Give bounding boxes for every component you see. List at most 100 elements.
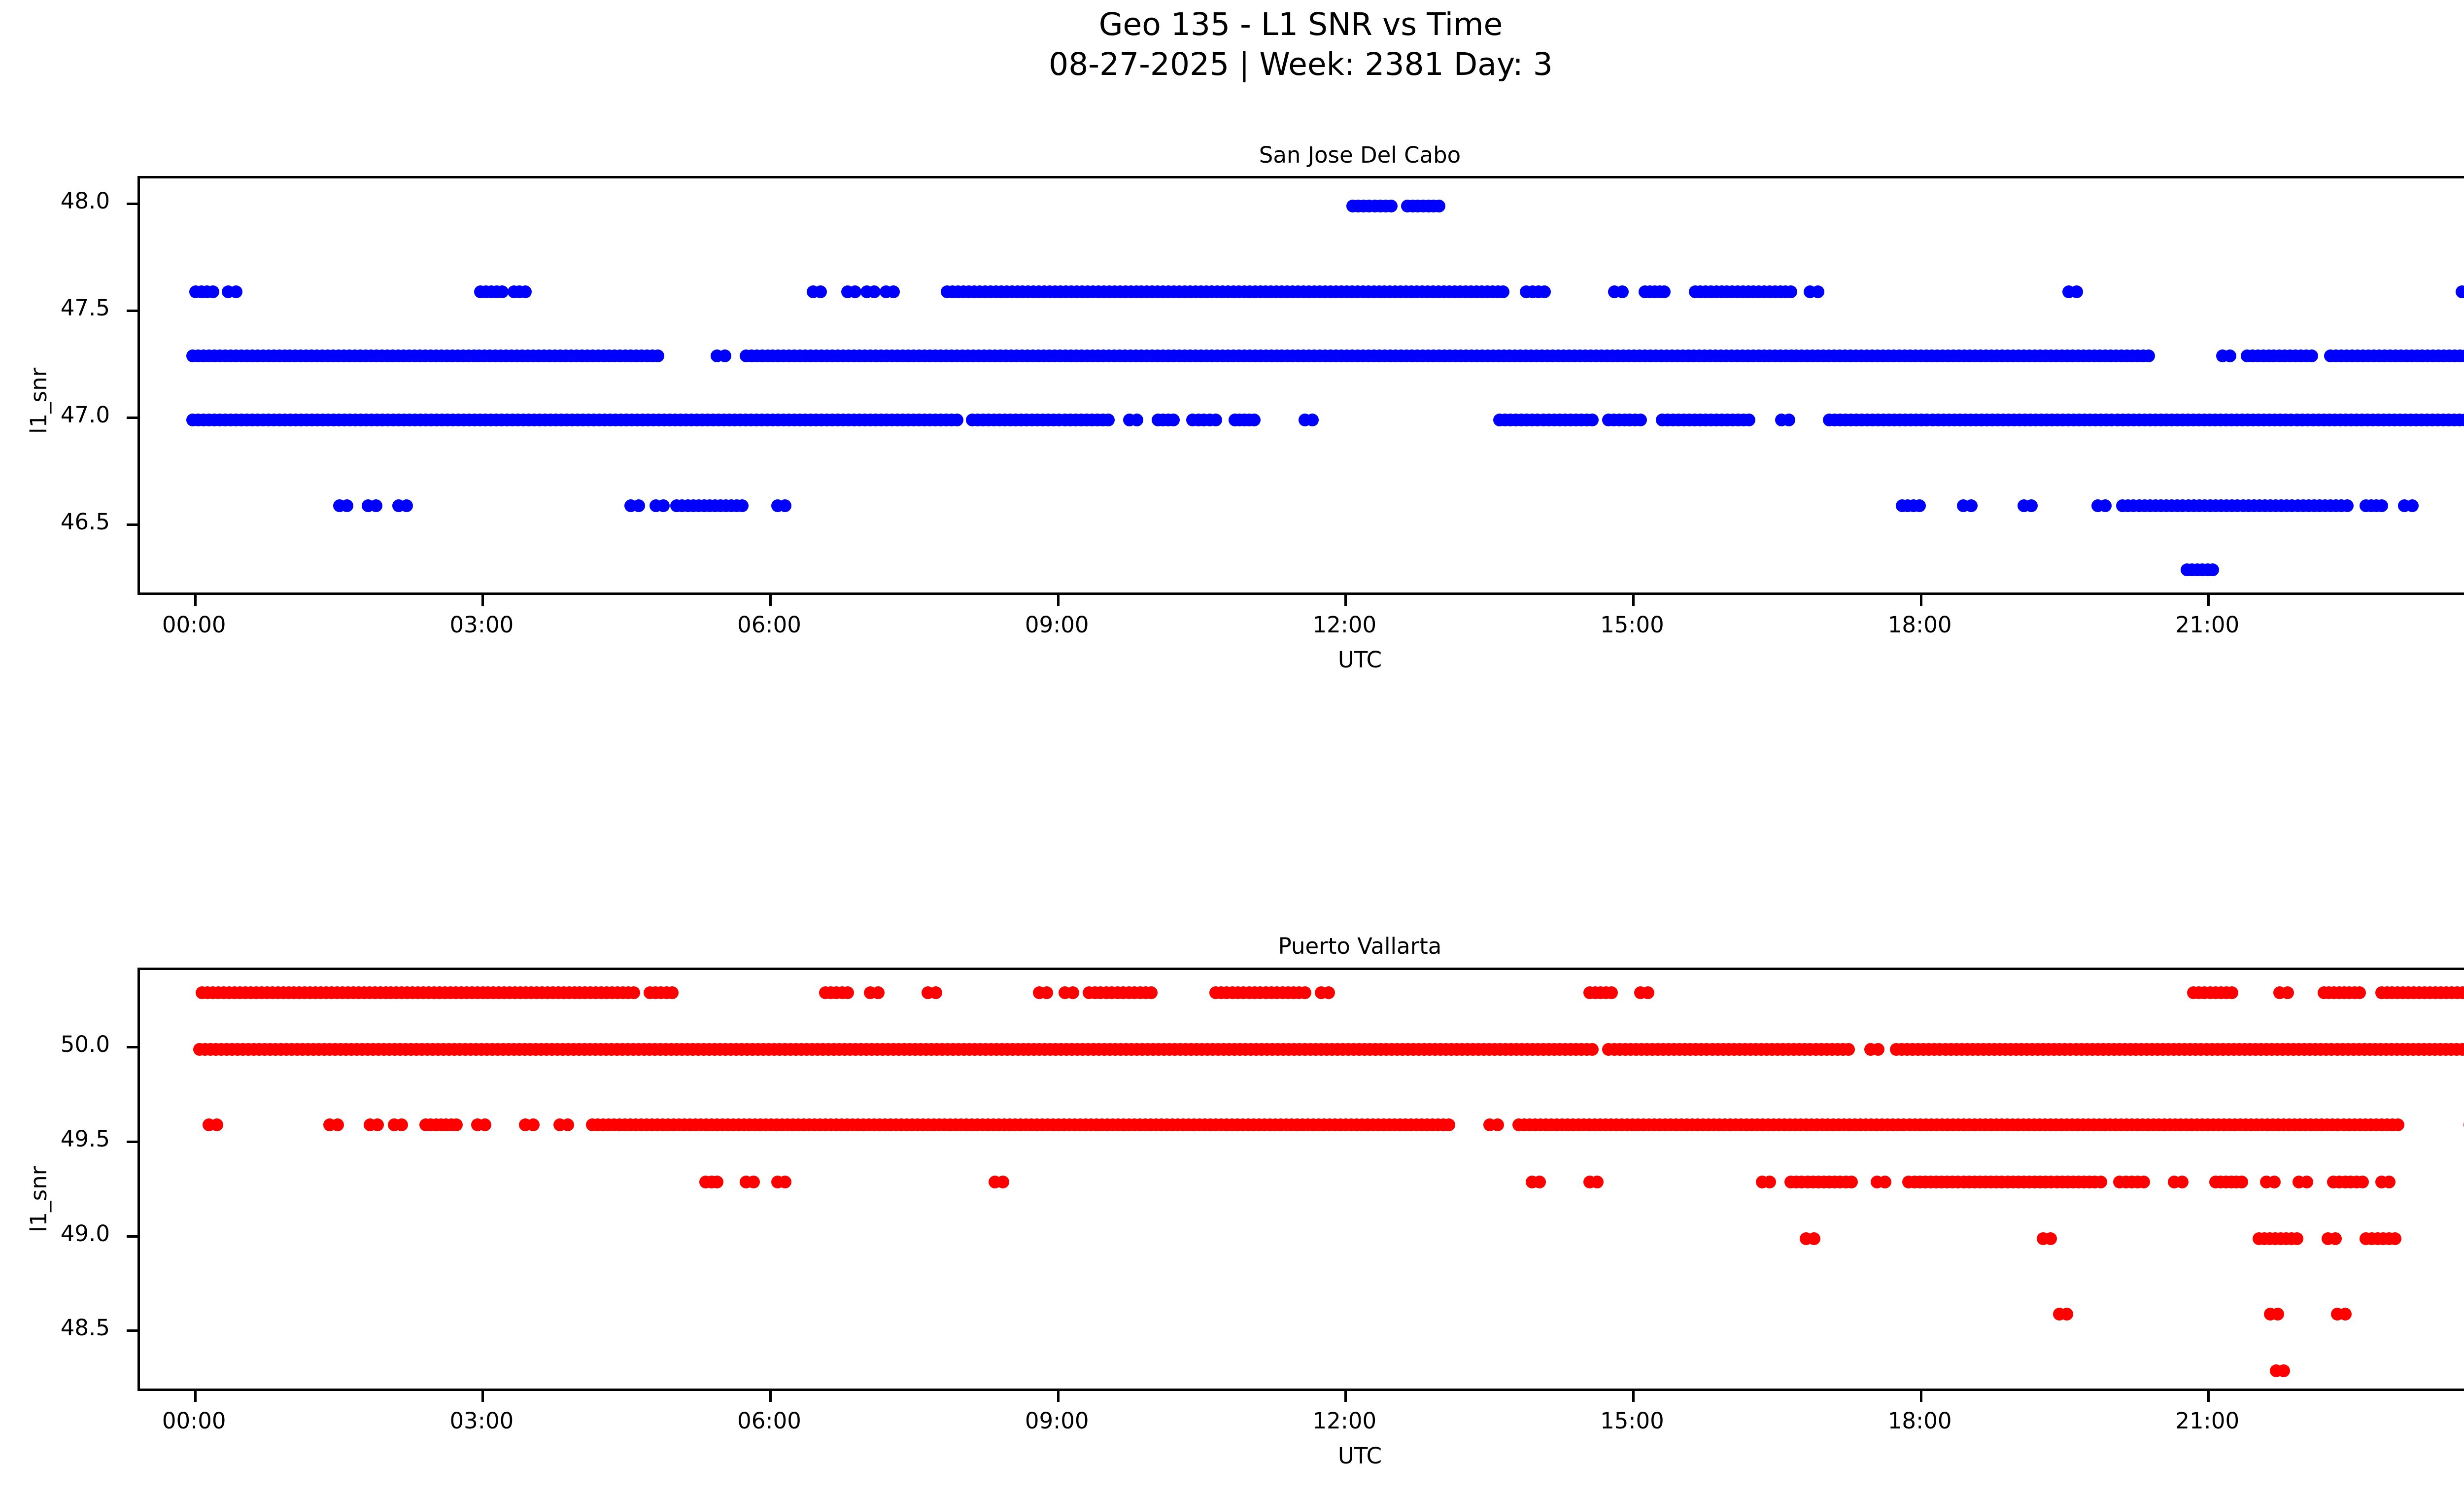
data-point xyxy=(2137,1175,2151,1188)
data-point xyxy=(2383,1175,2396,1188)
x-tick-label: 18:00 xyxy=(1887,1408,1952,1434)
data-point xyxy=(206,285,219,298)
data-point xyxy=(1586,1043,1599,1056)
data-point xyxy=(711,1175,724,1188)
data-point xyxy=(1605,986,1618,1000)
subplot-panel-1: San Jose Del Cabo l1_snr 48.0 47.5 47.0 46.… xyxy=(0,0,2464,715)
data-point xyxy=(996,1175,1009,1188)
x-tick-label: 03:00 xyxy=(449,1408,514,1434)
x-tick-label: 00:00 xyxy=(162,1408,226,1434)
data-point xyxy=(2356,1175,2369,1188)
data-point xyxy=(2225,986,2239,1000)
data-point xyxy=(747,1175,760,1188)
data-point xyxy=(450,1118,463,1132)
data-point xyxy=(1872,1043,1885,1056)
data-point xyxy=(371,1118,384,1132)
data-point xyxy=(1784,285,1798,298)
data-point xyxy=(519,285,532,298)
data-point xyxy=(841,986,854,1000)
y-tick-label: 49.0 xyxy=(60,1220,110,1247)
data-point xyxy=(1842,1043,1855,1056)
data-point xyxy=(779,1175,792,1188)
data-point xyxy=(1811,285,1824,298)
data-point xyxy=(1533,1175,1546,1188)
data-point xyxy=(210,1118,223,1132)
data-point xyxy=(1442,1118,1455,1132)
data-point xyxy=(1384,200,1398,213)
x-tick-mark xyxy=(194,1391,197,1402)
data-point xyxy=(849,285,862,298)
x-tick-mark xyxy=(1632,1391,1635,1402)
data-point xyxy=(1497,285,1510,298)
data-point xyxy=(1878,1175,1891,1188)
y-tick-mark xyxy=(127,1046,137,1049)
data-point xyxy=(1845,1175,1858,1188)
y-tick-mark xyxy=(127,1140,137,1143)
y-tick-label: 50.0 xyxy=(60,1031,110,1058)
data-point xyxy=(2094,1175,2107,1188)
data-point xyxy=(229,285,242,298)
data-point xyxy=(2353,986,2366,1000)
data-point xyxy=(479,1118,492,1132)
x-tick-mark xyxy=(1344,1391,1347,1402)
data-point xyxy=(2267,1175,2281,1188)
data-point xyxy=(395,1118,409,1132)
data-point xyxy=(1615,285,1629,298)
x-tick-label: 06:00 xyxy=(737,1408,801,1434)
data-point xyxy=(2300,1175,2313,1188)
x-tick-label: 00:00 xyxy=(2441,1408,2464,1434)
y-tick-label: 49.5 xyxy=(60,1125,110,1152)
data-point xyxy=(2070,285,2083,298)
figure-suptitle: Geo 135 - L1 SNR vs Time 08-27-2025 | We… xyxy=(1049,6,1553,82)
data-point xyxy=(665,986,679,1000)
y-tick-label: 48.5 xyxy=(60,1315,110,1341)
data-point xyxy=(887,285,900,298)
data-point xyxy=(496,285,509,298)
x-tick-mark xyxy=(1057,1391,1060,1402)
data-point xyxy=(651,349,664,362)
data-point xyxy=(1538,285,1551,298)
data-point xyxy=(1807,1232,1820,1245)
data-point xyxy=(526,1118,540,1132)
x-tick-mark xyxy=(2207,1391,2210,1402)
y-axis-label-2: l1_snr xyxy=(26,1166,52,1232)
data-point xyxy=(1145,986,1158,1000)
data-point xyxy=(868,285,881,298)
data-point xyxy=(872,986,885,1000)
data-point xyxy=(1591,1175,1604,1188)
data-point xyxy=(718,349,731,362)
data-point xyxy=(2175,1175,2189,1188)
data-point xyxy=(2044,1232,2057,1245)
data-point xyxy=(2338,1307,2352,1321)
data-point xyxy=(2388,1232,2401,1245)
data-point xyxy=(561,1118,574,1132)
x-tick-label: 12:00 xyxy=(1312,1408,1377,1434)
subplot-title-2: Puerto Vallarta xyxy=(1278,933,1442,959)
data-point xyxy=(1298,986,1311,1000)
x-axis-label-2: UTC xyxy=(1337,1443,1382,1469)
data-point xyxy=(2224,349,2237,362)
plot-area-1[interactable] xyxy=(137,176,2464,595)
data-point xyxy=(1066,986,1079,1000)
plot-area-2[interactable] xyxy=(137,968,2464,1391)
data-point xyxy=(2291,1232,2304,1245)
data-point xyxy=(929,986,942,1000)
data-point xyxy=(2235,1175,2248,1188)
data-point xyxy=(2281,986,2294,1000)
x-tick-label: 15:00 xyxy=(1600,1408,1664,1434)
x-tick-mark xyxy=(1919,1391,1922,1402)
data-point xyxy=(2142,349,2155,362)
y-tick-mark xyxy=(127,1235,137,1238)
data-point xyxy=(2391,1118,2404,1132)
data-point xyxy=(627,986,640,1000)
x-tick-label: 09:00 xyxy=(1025,1408,1089,1434)
data-point xyxy=(2277,1364,2291,1377)
data-point xyxy=(2329,1232,2342,1245)
x-tick-mark xyxy=(481,1391,484,1402)
x-tick-label: 21:00 xyxy=(2175,1408,2240,1434)
data-point xyxy=(1433,200,1446,213)
data-point xyxy=(1642,986,1655,1000)
data-point xyxy=(2455,285,2464,298)
